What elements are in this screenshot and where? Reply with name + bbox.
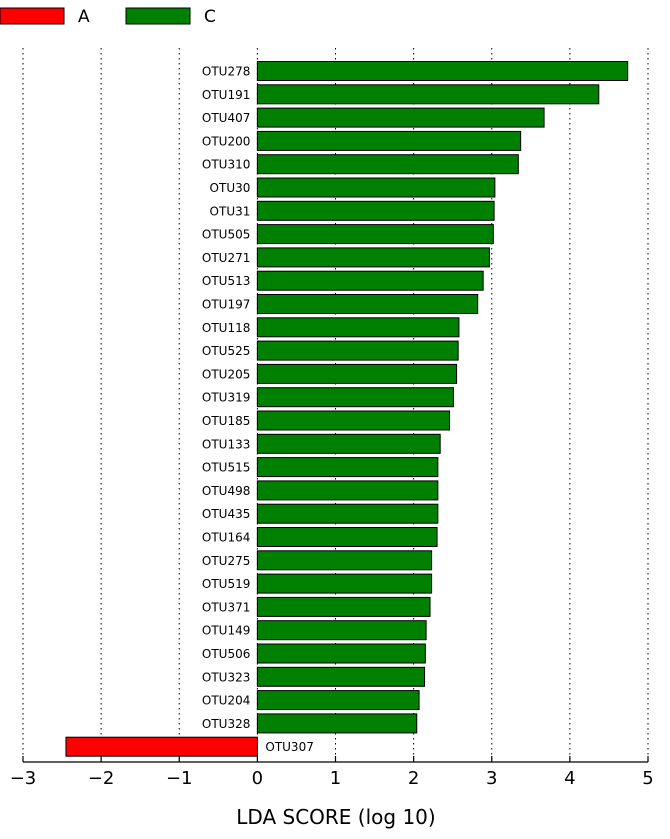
bar-otu498 bbox=[256, 480, 439, 501]
x-tick-label: 0 bbox=[252, 768, 263, 789]
bar-otu197 bbox=[256, 294, 479, 314]
category-label-otu164: OTU164 bbox=[202, 531, 250, 545]
x-tick-label: 1 bbox=[330, 768, 341, 789]
bar-otu30 bbox=[256, 177, 496, 198]
bar-otu185 bbox=[256, 410, 451, 431]
grid-lines bbox=[22, 48, 649, 762]
bar-otu200 bbox=[256, 130, 522, 151]
x-tick-label: 3 bbox=[486, 768, 497, 789]
category-label-otu328: OTU328 bbox=[202, 717, 250, 731]
bar-otu319 bbox=[256, 387, 454, 408]
bar-otu513 bbox=[256, 270, 484, 291]
category-label-otu204: OTU204 bbox=[202, 694, 250, 708]
category-label-otu505: OTU505 bbox=[202, 228, 250, 242]
category-label-otu435: OTU435 bbox=[202, 507, 250, 521]
category-label-otu513: OTU513 bbox=[202, 274, 250, 288]
category-label-otu323: OTU323 bbox=[202, 670, 250, 684]
category-label-otu133: OTU133 bbox=[202, 437, 250, 451]
bar-otu275 bbox=[256, 550, 433, 571]
x-tick-label: −2 bbox=[88, 768, 115, 789]
bar-otu505 bbox=[256, 224, 494, 245]
x-axis-label: LDA SCORE (log 10) bbox=[236, 805, 435, 829]
legend-swatch-a bbox=[0, 7, 65, 25]
bar-otu271 bbox=[256, 247, 490, 268]
bars bbox=[65, 61, 629, 757]
category-label-otu278: OTU278 bbox=[202, 65, 250, 79]
category-label-otu149: OTU149 bbox=[202, 624, 250, 638]
bar-otu407 bbox=[256, 107, 545, 128]
bar-otu278 bbox=[256, 61, 629, 81]
bar-otu371 bbox=[256, 596, 431, 617]
category-label-otu310: OTU310 bbox=[202, 158, 250, 172]
category-label-otu30: OTU30 bbox=[210, 181, 251, 195]
category-label-otu200: OTU200 bbox=[202, 134, 250, 148]
bar-otu435 bbox=[256, 503, 439, 524]
category-label-otu519: OTU519 bbox=[202, 577, 250, 591]
category-label-otu118: OTU118 bbox=[202, 321, 250, 335]
bar-otu133 bbox=[256, 433, 441, 454]
category-label-otu271: OTU271 bbox=[202, 251, 250, 265]
bar-otu328 bbox=[256, 713, 418, 734]
category-label-otu275: OTU275 bbox=[202, 554, 250, 568]
legend-label-a: A bbox=[78, 7, 90, 27]
bar-otu118 bbox=[256, 317, 460, 338]
bar-otu323 bbox=[256, 666, 426, 687]
legend-swatch-c bbox=[125, 7, 191, 25]
bar-otu519 bbox=[256, 573, 433, 594]
category-label-otu525: OTU525 bbox=[202, 344, 250, 358]
category-label-otu197: OTU197 bbox=[202, 298, 250, 312]
bar-otu310 bbox=[256, 154, 519, 175]
x-tick-label: 2 bbox=[408, 768, 419, 789]
bar-otu164 bbox=[256, 527, 438, 547]
category-label-otu407: OTU407 bbox=[202, 111, 250, 125]
bar-otu515 bbox=[256, 457, 439, 478]
bar-otu31 bbox=[256, 200, 495, 221]
category-label-otu205: OTU205 bbox=[202, 367, 250, 381]
legend-label-c: C bbox=[204, 7, 216, 27]
category-label-otu515: OTU515 bbox=[202, 461, 250, 475]
bar-otu191 bbox=[256, 84, 600, 105]
category-label-otu191: OTU191 bbox=[202, 88, 250, 102]
x-tick-label: 5 bbox=[642, 768, 653, 789]
category-label-otu185: OTU185 bbox=[202, 414, 250, 428]
bar-otu205 bbox=[256, 363, 458, 384]
bar-otu149 bbox=[256, 620, 427, 641]
x-tick-label: 4 bbox=[564, 768, 575, 789]
bar-otu204 bbox=[256, 690, 420, 711]
category-label-otu506: OTU506 bbox=[202, 647, 250, 661]
category-label-otu307: OTU307 bbox=[265, 740, 313, 754]
category-label-otu31: OTU31 bbox=[210, 204, 251, 218]
bar-otu525 bbox=[256, 340, 459, 361]
x-axis: −3 −2 −1 0 1 2 3 4 5 bbox=[10, 756, 654, 789]
category-label-otu319: OTU319 bbox=[202, 391, 250, 405]
x-tick-label: −3 bbox=[10, 768, 37, 789]
bar-otu506 bbox=[256, 643, 426, 664]
category-labels: OTU278 OTU191 OTU407 OTU200 OTU310 OTU30 OTU31… bbox=[202, 65, 314, 755]
category-label-otu498: OTU498 bbox=[202, 484, 250, 498]
x-tick-label: −1 bbox=[166, 768, 193, 789]
category-label-otu371: OTU371 bbox=[202, 600, 250, 614]
bar-otu307 bbox=[65, 736, 258, 757]
